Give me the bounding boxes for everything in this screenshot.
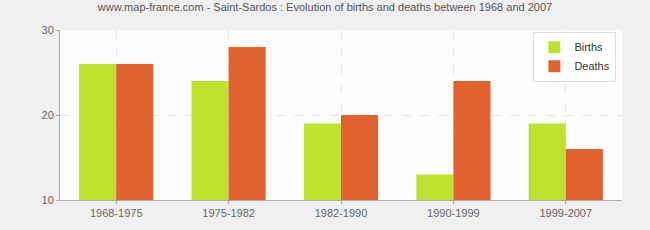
svg-text:1999-2007: 1999-2007 — [539, 207, 592, 219]
svg-text:1990-1999: 1990-1999 — [427, 207, 480, 219]
svg-text:30: 30 — [42, 24, 54, 36]
svg-text:1968-1975: 1968-1975 — [90, 207, 143, 219]
svg-text:www.map-france.com - Saint-Sar: www.map-france.com - Saint-Sardos : Evol… — [97, 1, 552, 13]
svg-text:1975-1982: 1975-1982 — [202, 207, 255, 219]
svg-text:1982-1990: 1982-1990 — [315, 207, 368, 219]
svg-text:Deaths: Deaths — [574, 60, 609, 72]
svg-text:10: 10 — [42, 194, 54, 206]
svg-text:Births: Births — [574, 41, 603, 53]
svg-text:20: 20 — [42, 109, 54, 121]
